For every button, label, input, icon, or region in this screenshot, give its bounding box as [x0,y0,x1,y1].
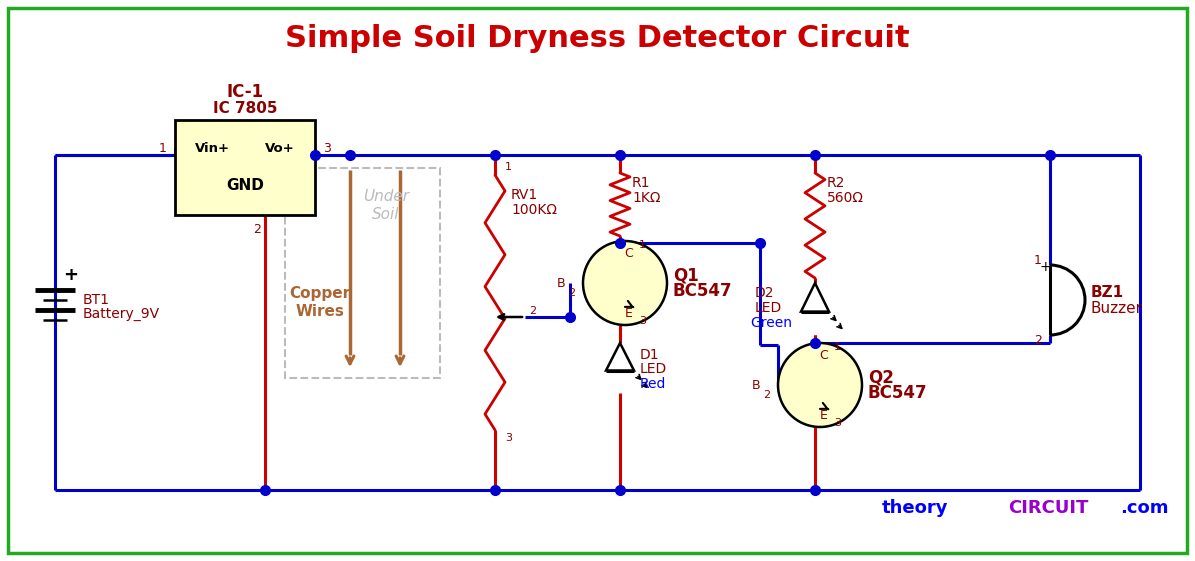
Text: 2: 2 [253,223,261,236]
Text: BC547: BC547 [673,282,733,300]
FancyBboxPatch shape [8,8,1187,553]
Text: 3: 3 [505,433,511,443]
Text: 3: 3 [834,418,841,428]
Text: 1: 1 [159,141,167,154]
Text: Q2: Q2 [868,368,894,386]
Text: Simple Soil Dryness Detector Circuit: Simple Soil Dryness Detector Circuit [284,24,909,53]
Text: Vo+: Vo+ [265,141,295,154]
Text: .com: .com [1120,499,1169,517]
Text: B: B [557,277,565,289]
Text: CIRCUIT: CIRCUIT [1007,499,1089,517]
Text: 1: 1 [1034,254,1042,266]
Text: Green: Green [750,316,792,330]
Text: B: B [752,379,760,392]
Text: 2: 2 [529,306,537,316]
Text: Copper: Copper [289,286,350,301]
Text: Under: Under [363,188,409,204]
Text: C: C [625,246,633,260]
Text: Battery_9V: Battery_9V [82,307,160,321]
FancyBboxPatch shape [174,120,315,215]
Text: D1: D1 [641,348,660,362]
Text: 1: 1 [505,162,511,172]
Text: +: + [63,266,79,284]
Text: 1: 1 [639,240,646,250]
Text: GND: GND [226,177,264,192]
Text: E: E [820,408,828,421]
Text: 560Ω: 560Ω [827,191,864,205]
Text: +: + [1040,260,1050,274]
Text: LED: LED [755,301,783,315]
Text: Red: Red [641,377,667,391]
Text: 1KΩ: 1KΩ [632,191,661,205]
Text: Wires: Wires [295,304,344,319]
Text: 3: 3 [323,141,331,154]
Text: Vin+: Vin+ [195,141,231,154]
Circle shape [583,241,667,325]
Text: theory: theory [882,499,948,517]
Text: 2: 2 [1034,333,1042,347]
Text: 2: 2 [762,390,770,400]
Text: Soil: Soil [372,206,399,222]
Text: D2: D2 [755,286,774,300]
Text: 3: 3 [639,316,646,326]
Text: C: C [820,348,828,361]
Text: R1: R1 [632,176,650,190]
Text: IC 7805: IC 7805 [213,100,277,116]
Text: IC-1: IC-1 [226,83,264,101]
Text: 1: 1 [834,342,841,352]
Text: Q1: Q1 [673,266,699,284]
Text: RV1: RV1 [511,188,538,202]
Text: R2: R2 [827,176,845,190]
Circle shape [778,343,862,427]
Text: BT1: BT1 [82,293,110,307]
Text: BZ1: BZ1 [1091,284,1124,300]
Text: 2: 2 [568,288,575,298]
Text: 100KΩ: 100KΩ [511,203,557,217]
Text: BC547: BC547 [868,384,927,402]
Text: LED: LED [641,362,667,376]
Text: Buzzer: Buzzer [1091,301,1142,315]
Text: E: E [625,306,633,320]
